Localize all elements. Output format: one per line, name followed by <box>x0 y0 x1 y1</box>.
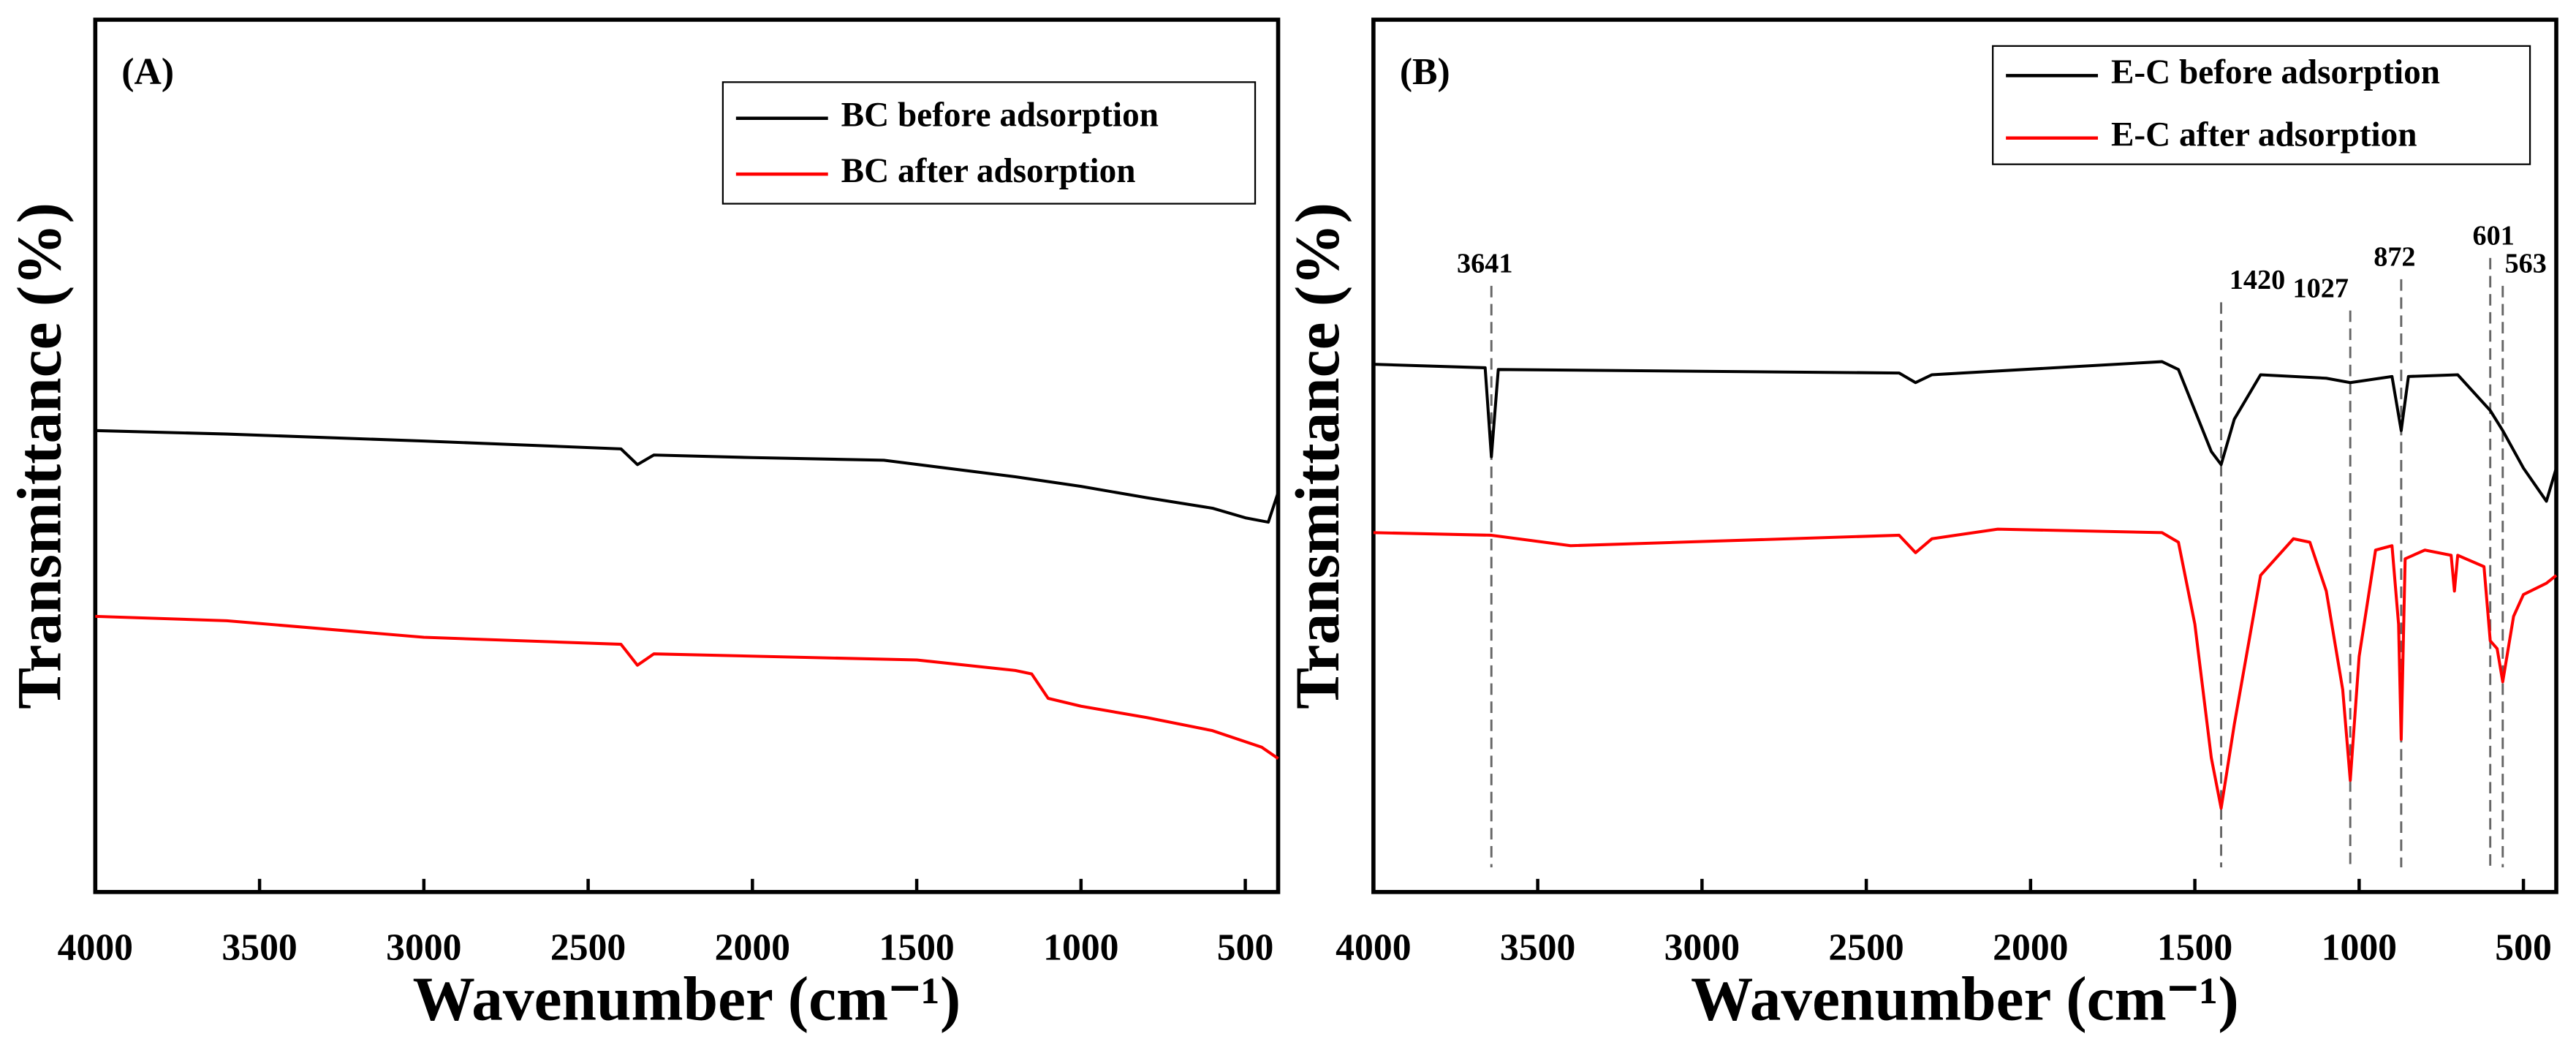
x-tick-label: 500 <box>2495 927 2552 969</box>
panel-label: (A) <box>121 51 174 93</box>
x-tick-label: 2500 <box>1828 927 1903 969</box>
x-axis-title: Wavenumber (cm⁻¹) <box>413 965 961 1033</box>
x-tick-label: 1000 <box>1043 927 1118 969</box>
x-tick-label: 2500 <box>550 927 626 969</box>
legend-label: E-C after adsorption <box>2111 116 2417 154</box>
spectrum-line <box>95 614 1279 760</box>
x-tick-label: 3500 <box>221 927 297 969</box>
peak-label: 1420 <box>2230 265 2285 295</box>
legend-box <box>721 81 1257 205</box>
peak-label: 563 <box>2505 249 2547 279</box>
x-axis-title: Wavenumber (cm⁻¹) <box>1691 965 2239 1033</box>
plot-frame <box>1371 18 2558 894</box>
y-axis-title: Transmittance (%) <box>6 203 75 709</box>
peak-label: 872 <box>2374 242 2415 273</box>
x-tick-label: 4000 <box>58 927 133 969</box>
spectrum-line <box>1373 360 2558 503</box>
plot-frame <box>93 18 1281 894</box>
x-tick-label: 500 <box>1217 927 1274 969</box>
x-tick-label: 2000 <box>715 927 790 969</box>
x-tick-label: 3000 <box>386 927 461 969</box>
peak-label: 3641 <box>1457 249 1512 279</box>
x-tick-label: 4000 <box>1336 927 1411 969</box>
peak-label: 601 <box>2473 221 2515 252</box>
x-tick-label: 2000 <box>1993 927 2068 969</box>
peak-label: 1027 <box>2293 273 2349 303</box>
legend-box <box>1992 45 2531 165</box>
legend-label: BC before adsorption <box>841 97 1159 135</box>
x-tick-label: 3000 <box>1664 927 1740 969</box>
panel-label: (B) <box>1400 51 1450 93</box>
x-tick-label: 1500 <box>2157 927 2232 969</box>
legend-label: BC after adsorption <box>841 152 1136 190</box>
spectrum-line <box>95 429 1280 524</box>
legend-label: E-C before adsorption <box>2111 53 2440 91</box>
x-tick-label: 1000 <box>2322 927 2397 969</box>
spectrum-line <box>1373 527 2558 810</box>
x-tick-label: 1500 <box>879 927 954 969</box>
y-axis-title: Transmittance (%) <box>1284 203 1352 709</box>
x-tick-label: 3500 <box>1500 927 1575 969</box>
